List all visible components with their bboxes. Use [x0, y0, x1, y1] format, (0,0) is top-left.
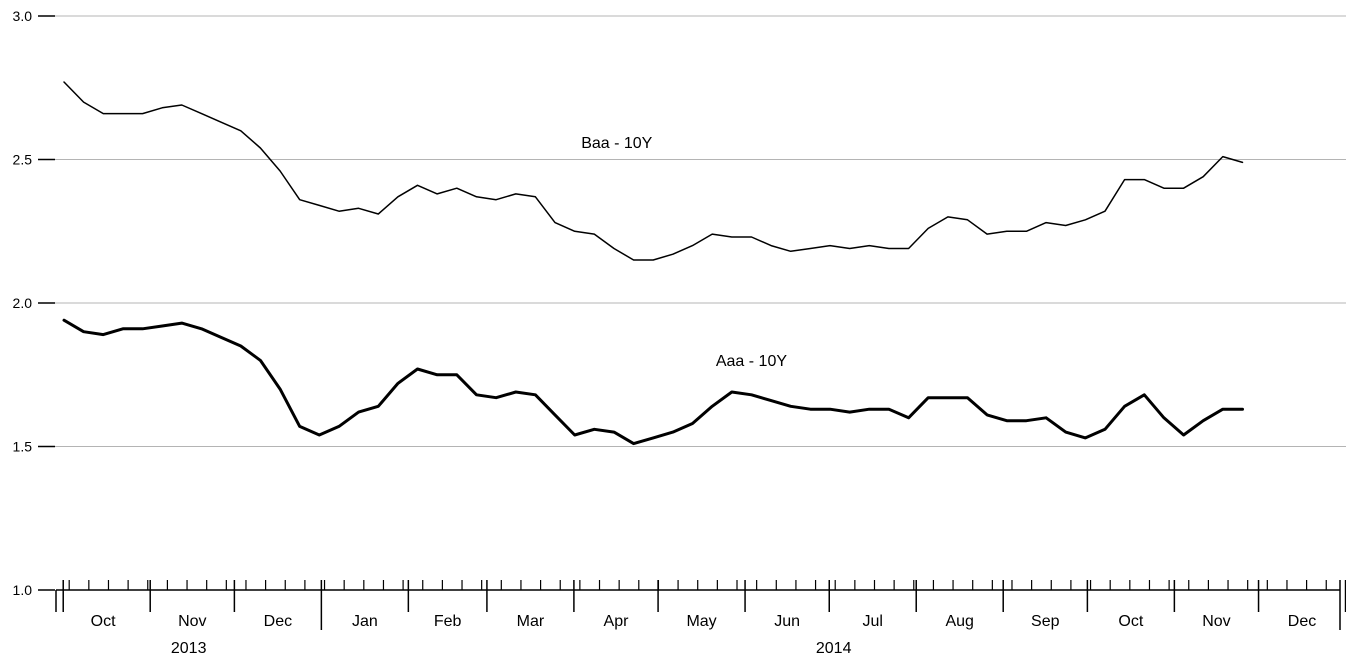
x-axis: Oct Nov Dec Jan Feb Mar Apr May Jun Jul Aug Sep Oct N…	[55, 580, 1346, 657]
month-label: Oct	[91, 613, 116, 630]
month-label: Nov	[178, 613, 206, 630]
month-label: Dec	[264, 613, 292, 630]
month-label: May	[686, 613, 716, 630]
y-axis: 1.0 1.5 2.0 2.5 3.0	[13, 8, 55, 598]
y-tick-label: 2.5	[13, 152, 33, 168]
year-label: 2014	[816, 640, 852, 657]
series-line-aaa-10y	[62, 318, 1244, 446]
gridlines	[55, 15, 1346, 447]
month-label: Dec	[1288, 613, 1316, 630]
month-label: Jul	[863, 613, 883, 630]
month-label: Jan	[352, 613, 378, 630]
month-label: Sep	[1031, 613, 1060, 630]
month-label: Nov	[1202, 613, 1230, 630]
month-label: Aug	[945, 613, 973, 630]
series-lines	[62, 81, 1244, 446]
month-label: Apr	[604, 613, 630, 630]
y-tick-label: 1.0	[13, 582, 33, 598]
series-line-baa-10y	[63, 81, 1244, 261]
year-label: 2013	[171, 640, 207, 657]
y-tick-label: 3.0	[13, 8, 33, 24]
month-label: Feb	[434, 613, 462, 630]
series-label: Aaa - 10Y	[716, 353, 787, 370]
y-tick-label: 2.0	[13, 295, 33, 311]
month-label: Jun	[774, 613, 800, 630]
series-label: Baa - 10Y	[581, 135, 652, 152]
y-tick-label: 1.5	[13, 439, 33, 455]
month-label: Oct	[1118, 613, 1143, 630]
series-labels: Baa - 10Y Aaa - 10Y	[581, 135, 787, 370]
month-label: Mar	[517, 613, 545, 630]
